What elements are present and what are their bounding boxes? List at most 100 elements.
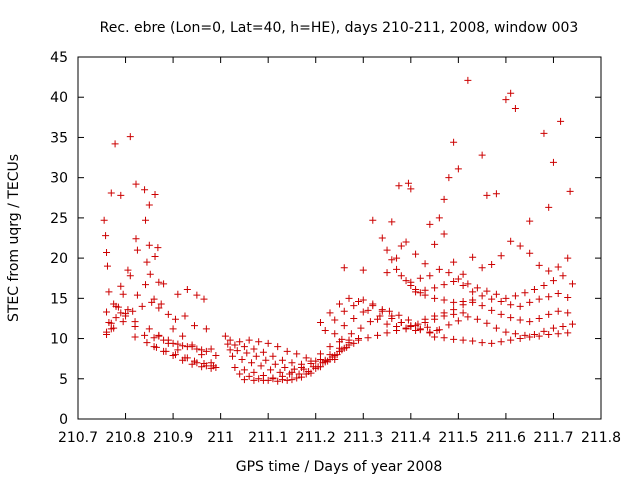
data-point [359, 296, 367, 304]
data-point [507, 314, 515, 322]
data-point [440, 296, 448, 304]
x-tick-label: 211.8 [581, 430, 621, 446]
data-point [526, 333, 534, 341]
data-point [478, 302, 486, 310]
data-point [416, 274, 424, 282]
data-point [174, 346, 182, 354]
x-tick-label: 211.1 [248, 430, 288, 446]
data-point [281, 364, 289, 372]
data-point [138, 302, 146, 310]
data-point [262, 356, 270, 364]
data-point [240, 376, 248, 384]
data-point [440, 309, 448, 317]
data-point [564, 309, 572, 317]
data-point [478, 339, 486, 347]
data-point [316, 318, 324, 326]
data-point [119, 318, 127, 326]
data-point [202, 347, 210, 355]
data-point [431, 312, 439, 320]
data-point [124, 266, 132, 274]
data-point [454, 165, 462, 173]
data-point [492, 290, 500, 298]
data-point [347, 330, 355, 338]
data-point [202, 325, 210, 333]
data-point [559, 272, 567, 280]
data-point [459, 309, 467, 317]
data-point [416, 289, 424, 297]
data-point [302, 370, 310, 378]
data-point [345, 294, 353, 302]
data-point [397, 272, 405, 280]
data-point [150, 343, 158, 351]
data-point [478, 264, 486, 272]
data-point [102, 232, 110, 240]
data-point [435, 265, 443, 273]
data-point [188, 343, 196, 351]
data-point [145, 325, 153, 333]
data-point [516, 335, 524, 343]
data-point [473, 315, 481, 323]
data-point [564, 294, 572, 302]
data-point [117, 191, 125, 199]
data-point [412, 250, 420, 258]
data-point [483, 319, 491, 327]
data-point [145, 241, 153, 249]
data-point [545, 331, 553, 339]
data-point [179, 332, 187, 340]
data-point [488, 295, 496, 303]
data-point [511, 104, 519, 112]
data-point [366, 318, 374, 326]
data-point [483, 191, 491, 199]
data-points [100, 76, 576, 385]
data-point [259, 348, 267, 356]
data-point [117, 282, 125, 290]
data-point [568, 280, 576, 288]
data-point [450, 306, 458, 314]
data-point [193, 359, 201, 367]
y-tick-label: 10 [50, 332, 68, 348]
data-point [183, 354, 191, 362]
data-point [117, 309, 125, 317]
data-point [497, 338, 505, 346]
data-point [421, 286, 429, 294]
data-point [103, 248, 111, 256]
x-tick-label: 211.6 [486, 430, 526, 446]
data-point [545, 203, 553, 211]
data-point [293, 350, 301, 358]
y-tick-label: 35 [50, 130, 68, 146]
data-point [131, 333, 139, 341]
data-point [445, 174, 453, 182]
data-point [393, 265, 401, 273]
data-point [404, 179, 412, 187]
data-point [388, 218, 396, 226]
data-point [385, 307, 393, 315]
data-point [133, 291, 141, 299]
data-point [278, 372, 286, 380]
data-point [516, 316, 524, 324]
data-point [350, 314, 358, 322]
data-point [122, 310, 130, 318]
data-point [179, 342, 187, 350]
data-point [183, 285, 191, 293]
data-point [267, 366, 275, 374]
x-tick-label: 211 [207, 430, 234, 446]
data-point [229, 352, 237, 360]
data-point [426, 329, 434, 337]
data-point [530, 331, 538, 339]
data-point [340, 322, 348, 330]
x-tick-label: 211.7 [533, 430, 573, 446]
data-point [397, 242, 405, 250]
data-point [364, 306, 372, 314]
data-point [440, 334, 448, 342]
data-point [154, 244, 162, 252]
data-point [469, 298, 477, 306]
data-point [426, 220, 434, 228]
data-point [248, 359, 256, 367]
data-point [359, 308, 367, 316]
y-axis-label: STEC from uqrg / TECUs [6, 154, 22, 322]
data-point [151, 191, 159, 199]
data-point [540, 129, 548, 137]
data-point [340, 344, 348, 352]
data-point [264, 339, 272, 347]
data-point [521, 331, 529, 339]
